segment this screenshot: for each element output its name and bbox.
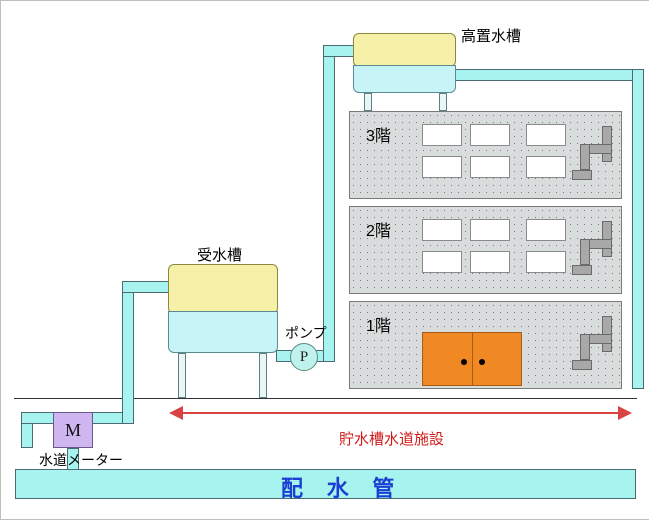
window bbox=[470, 251, 510, 273]
window bbox=[526, 124, 566, 146]
window bbox=[422, 251, 462, 273]
window bbox=[526, 251, 566, 273]
tank-leg bbox=[364, 93, 372, 111]
pipe bbox=[454, 69, 644, 81]
pipe bbox=[21, 412, 55, 424]
tank-leg bbox=[439, 93, 447, 111]
pipe bbox=[122, 281, 170, 293]
tank-leg bbox=[259, 353, 267, 398]
tank-leg bbox=[178, 353, 186, 398]
window bbox=[470, 156, 510, 178]
window bbox=[470, 219, 510, 241]
ground-line bbox=[14, 398, 637, 399]
diagram-canvas: 配 水 管 3階 2階 bbox=[0, 0, 649, 520]
elevated-tank-water bbox=[353, 65, 456, 93]
receiving-tank-top bbox=[168, 264, 278, 314]
pipe bbox=[323, 45, 357, 57]
facility-label: 貯水槽水道施設 bbox=[339, 428, 444, 449]
pump-label: ポンプ bbox=[285, 323, 327, 343]
pipe bbox=[632, 69, 644, 389]
main-pipe-label: 配 水 管 bbox=[281, 471, 403, 503]
window bbox=[422, 219, 462, 241]
floor-1-label: 1階 bbox=[366, 312, 391, 336]
window bbox=[422, 124, 462, 146]
floor-3: 3階 bbox=[349, 111, 622, 199]
window bbox=[526, 219, 566, 241]
floor-3-label: 3階 bbox=[366, 122, 391, 146]
floor-1: 1階 bbox=[349, 301, 622, 389]
floor-2-label: 2階 bbox=[366, 217, 391, 241]
window bbox=[470, 124, 510, 146]
elevated-tank-top bbox=[353, 33, 456, 67]
receiving-tank-water bbox=[168, 311, 278, 353]
pipe bbox=[323, 45, 335, 362]
pump-icon: P bbox=[290, 343, 318, 371]
elevated-tank-label: 高置水槽 bbox=[461, 25, 521, 46]
floor-2: 2階 bbox=[349, 206, 622, 294]
window bbox=[526, 156, 566, 178]
water-meter-icon: M bbox=[53, 412, 93, 448]
building: 3階 2階 1階 bbox=[349, 111, 628, 398]
window bbox=[422, 156, 462, 178]
facility-extent-arrow bbox=[179, 412, 622, 414]
receiving-tank-label: 受水槽 bbox=[197, 244, 242, 265]
door bbox=[422, 332, 522, 386]
water-meter-label: 水道メーター bbox=[39, 450, 123, 470]
pipe bbox=[122, 281, 134, 424]
